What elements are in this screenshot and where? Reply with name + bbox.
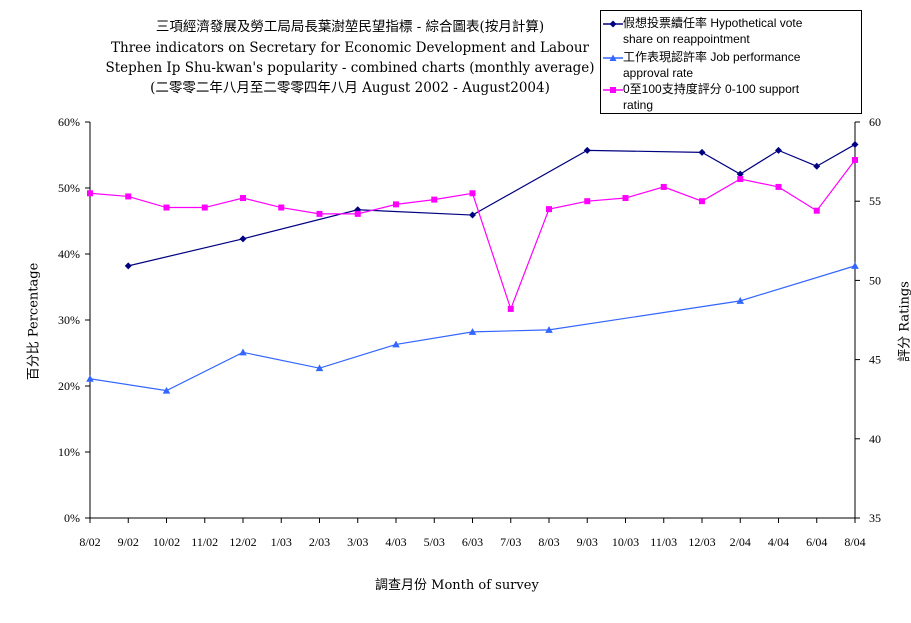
chart-subtitle-period: (二零零二年八月至二零零四年八月 August 2002 - August200… — [150, 80, 550, 96]
data-point-square — [431, 196, 438, 203]
data-point-diamond — [851, 140, 859, 148]
chart-legend: 假想投票續任率 Hypothetical vote share on reapp… — [600, 10, 862, 114]
data-point-square — [584, 198, 591, 205]
x-tick-label: 7/03 — [500, 535, 521, 549]
y-tick-left-label: 40% — [58, 247, 80, 261]
legend-item-support-rating: 0至100支持度評分 0-100 support rating — [603, 81, 859, 113]
data-point-diamond — [775, 146, 782, 154]
x-tick-label: 4/04 — [768, 535, 789, 549]
y-tick-left-label: 10% — [58, 445, 80, 459]
x-tick-label: 2/04 — [730, 535, 751, 549]
legend-square-marker-icon — [603, 87, 623, 93]
data-point-square — [737, 176, 744, 183]
y-tick-left-label: 60% — [58, 115, 80, 129]
x-tick-label: 11/03 — [650, 535, 677, 549]
x-tick-label: 6/04 — [806, 535, 827, 549]
legend-label-support-rating-2: rating — [623, 98, 654, 112]
data-point-triangle — [851, 262, 859, 269]
x-tick-label: 8/04 — [844, 535, 865, 549]
legend-label-job-performance-2: approval rate — [623, 66, 694, 80]
x-tick-label: 12/03 — [688, 535, 715, 549]
series-line-diamond — [128, 143, 856, 267]
data-point-triangle — [468, 328, 477, 335]
data-point-diamond — [239, 235, 247, 243]
series-line-square — [89, 159, 856, 311]
x-tick-label: 10/02 — [153, 535, 180, 549]
y-axis-label-left: 百分比 Percentage — [26, 262, 42, 381]
x-tick-label: 5/03 — [424, 535, 445, 549]
x-tick-label: 8/03 — [538, 535, 559, 549]
legend-item-vote-share: 假想投票續任率 Hypothetical vote share on reapp… — [603, 15, 859, 47]
data-point-square — [163, 204, 170, 211]
y-tick-right-label: 35 — [869, 511, 881, 525]
y-tick-right-label: 50 — [869, 273, 881, 287]
x-tick-label: 4/03 — [385, 535, 406, 549]
x-tick-label: 8/02 — [79, 535, 100, 549]
y-tick-left-label: 50% — [58, 181, 80, 195]
data-point-triangle — [162, 386, 171, 394]
data-point-diamond — [124, 262, 132, 270]
data-point-diamond — [583, 146, 591, 154]
data-point-square — [507, 305, 514, 312]
legend-diamond-marker-icon — [603, 20, 623, 28]
x-tick-label: 9/02 — [118, 535, 139, 549]
legend-label-support-rating-1: 0至100支持度評分 0-100 support — [623, 82, 800, 96]
x-tick-label: 2/03 — [309, 535, 330, 549]
x-tick-label: 3/03 — [347, 535, 368, 549]
data-point-square — [201, 204, 208, 211]
data-point-square — [393, 201, 399, 208]
y-tick-left-label: 0% — [64, 511, 80, 525]
x-tick-label: 11/02 — [191, 535, 218, 549]
data-point-triangle — [545, 326, 553, 333]
data-point-triangle — [86, 374, 94, 382]
data-point-square — [354, 210, 361, 217]
y-tick-left-label: 20% — [58, 379, 80, 393]
data-point-triangle — [315, 364, 324, 372]
y-axis-label-right: 評分 Ratings — [897, 281, 911, 362]
data-point-square — [469, 190, 476, 197]
y-tick-right-label: 40 — [869, 432, 881, 446]
data-point-square — [775, 183, 782, 190]
data-point-square — [699, 198, 705, 205]
x-tick-label: 6/03 — [462, 535, 483, 549]
chart-title-chinese: 三項經濟發展及勞工局局長葉澍堃民望指標 - 綜合圖表(按月計算) — [155, 19, 545, 35]
data-point-triangle — [736, 297, 745, 304]
data-point-square — [125, 193, 132, 200]
data-point-square — [87, 190, 93, 197]
data-point-triangle — [392, 340, 400, 348]
y-tick-right-label: 60 — [869, 115, 881, 129]
x-tick-label: 10/03 — [612, 535, 639, 549]
data-point-diamond — [736, 170, 744, 178]
data-point-square — [316, 210, 323, 217]
legend-label-vote-share-1: 假想投票續任率 Hypothetical vote — [623, 16, 803, 30]
data-point-square — [278, 204, 285, 211]
x-axis-label: 調查月份 Month of survey — [375, 578, 539, 593]
data-point-diamond — [698, 148, 706, 156]
y-tick-right-label: 55 — [869, 194, 881, 208]
legend-triangle-marker-icon — [603, 54, 623, 61]
data-point-square — [240, 195, 246, 202]
data-point-square — [813, 207, 820, 214]
legend-item-job-performance: 工作表現認許率 Job performance approval rate — [603, 49, 859, 81]
chart-title-english-2: Stephen Ip Shu-kwan's popularity - combi… — [105, 60, 595, 76]
data-point-triangle — [239, 348, 247, 356]
chart-title-english-1: Three indicators on Secretary for Econom… — [111, 40, 589, 56]
data-point-square — [546, 206, 552, 213]
data-point-square — [852, 157, 858, 164]
x-tick-label: 9/03 — [577, 535, 598, 549]
y-tick-right-label: 45 — [869, 353, 881, 367]
legend-label-vote-share-2: share on reappointment — [623, 32, 750, 46]
data-point-diamond — [813, 162, 821, 170]
data-point-square — [660, 183, 667, 190]
x-tick-label: 12/02 — [229, 535, 256, 549]
x-tick-label: 1/03 — [271, 535, 292, 549]
y-tick-left-label: 30% — [58, 313, 80, 327]
legend-label-job-performance-1: 工作表現認許率 Job performance — [623, 50, 801, 64]
data-point-square — [622, 195, 629, 202]
data-point-diamond — [469, 211, 476, 219]
